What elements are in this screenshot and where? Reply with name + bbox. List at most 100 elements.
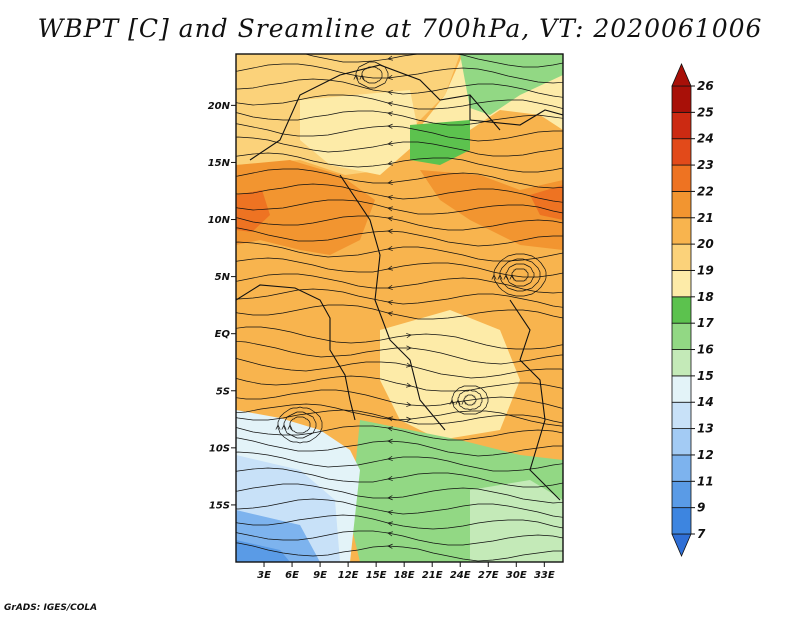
field-region-22-east — [420, 170, 563, 250]
streamline-arrow — [387, 475, 393, 481]
field-region-22-west — [236, 160, 375, 255]
streamline-arrow — [406, 333, 412, 339]
field-region-17-northeast — [460, 54, 563, 115]
field-region-19-north — [300, 90, 420, 175]
colorbar-swatch — [671, 191, 692, 219]
colorbar-swatch — [671, 217, 692, 245]
streamline-arrow — [275, 424, 281, 430]
streamline-arrow — [387, 179, 393, 185]
colorbar-swatch — [671, 85, 692, 113]
colorbar-swatch — [671, 375, 692, 403]
streamline-arrow — [387, 438, 393, 444]
colorbar-label: 26 — [697, 79, 714, 93]
colorbar-label: 25 — [697, 105, 714, 119]
colorbar-swatch — [671, 322, 692, 350]
colorbar-label: 12 — [697, 448, 714, 462]
streamline-arrow — [387, 531, 393, 537]
streamline-arrow — [287, 424, 293, 430]
border-east — [509, 299, 561, 501]
colorbar-label: 13 — [697, 422, 714, 436]
border-coastline-west — [236, 284, 356, 421]
streamline-arrow — [406, 345, 412, 351]
colorbar-label: 23 — [697, 158, 714, 172]
streamline-arrow — [509, 274, 515, 280]
streamline-arrow — [359, 74, 365, 80]
colorbar-label: 7 — [697, 527, 706, 541]
colorbar-swatch — [671, 507, 692, 535]
colorbar-swatch — [671, 164, 692, 192]
lon-tick-label: 12E — [338, 570, 359, 581]
streamline-arrow — [455, 399, 461, 405]
colorbar-swatch — [671, 454, 692, 482]
streamline-arrow — [387, 216, 393, 222]
colorbar-swatch — [671, 270, 692, 298]
streamline-arrow — [491, 274, 497, 280]
lon-tick-label: 33E — [534, 570, 555, 581]
lon-tick-label: 18E — [394, 570, 415, 581]
lon-tick-label: 15E — [366, 570, 387, 581]
latitude-axis: 20N 15N 10N 5N EQ 5S 10S 15S — [208, 101, 236, 511]
longitude-axis: 3E 6E 9E 12E 15E 18E 21E 24E 27E 30E 33E — [257, 562, 555, 581]
lat-tick-label: 15S — [209, 500, 230, 511]
colorbar-label: 21 — [697, 211, 714, 225]
lat-tick-label: 15N — [208, 158, 231, 169]
wbpt-shaded-field — [236, 54, 563, 562]
colorbar-swatch — [671, 349, 692, 377]
streamline-arrow — [497, 274, 503, 280]
lat-tick-label: 5S — [216, 386, 230, 397]
lat-tick-label: EQ — [215, 329, 231, 340]
streamline-arrow — [387, 510, 393, 516]
streamline-arrow — [406, 416, 412, 422]
streamline-arrow — [387, 111, 393, 117]
colorbar-swatch — [671, 243, 692, 271]
colorbar-label: 9 — [697, 501, 705, 515]
colorbar-label: 11 — [697, 474, 714, 488]
colorbar: 7 9 11 12 13 14 15 16 17 18 19 20 21 22 23 24 25 26 — [671, 62, 714, 558]
colorbar-swatch — [671, 480, 692, 509]
colorbar-label: 22 — [697, 184, 714, 198]
field-region-23-west — [236, 190, 270, 232]
streamline-arrow — [387, 195, 393, 201]
streamline-arrow — [387, 300, 393, 306]
colorbar-label: 14 — [697, 395, 714, 409]
lon-tick-label: 3E — [257, 570, 271, 581]
streamline-arrow — [387, 160, 393, 166]
streamline-arrow — [387, 543, 393, 549]
colorbar-label: 16 — [697, 343, 714, 357]
grads-credit: GrADS: IGES/COLA — [4, 603, 98, 613]
colorbar-label: 17 — [697, 316, 714, 330]
colorbar-swatch — [671, 296, 692, 324]
border-northern-countries — [249, 64, 501, 161]
colorbar-lower-arrow — [671, 533, 692, 558]
lon-tick-label: 21E — [422, 570, 443, 581]
streamline-arrow — [387, 521, 393, 527]
colorbar-swatch — [671, 138, 692, 166]
streamline-arrow — [387, 90, 393, 96]
border-nile-region — [469, 95, 563, 126]
streamline-arrow — [387, 206, 393, 212]
streamline-arrow — [387, 455, 393, 461]
colorbar-swatch — [671, 428, 692, 456]
streamline-arrow — [387, 74, 393, 80]
lon-tick-label: 27E — [478, 570, 499, 581]
streamline-arrow — [387, 495, 393, 501]
streamline-arrow — [387, 284, 393, 290]
map-frame — [235, 53, 564, 563]
colorbar-swatch — [671, 401, 692, 429]
streamline-arrow — [353, 74, 359, 80]
colorbar-swatch — [671, 111, 692, 140]
lat-tick-label: 5N — [215, 272, 231, 283]
lon-tick-label: 24E — [450, 570, 471, 581]
streamline-arrow — [281, 424, 287, 430]
streamline-arrow — [387, 265, 393, 271]
streamline-arrow — [406, 401, 412, 407]
streamline-arrow — [387, 101, 393, 107]
colorbar-label: 15 — [697, 369, 714, 383]
streamline-arrow — [387, 123, 393, 129]
streamline-arrow — [503, 274, 509, 280]
streamline-arrow — [387, 426, 393, 432]
streamline-arrow — [387, 55, 393, 61]
colorbar-label: 19 — [697, 263, 714, 277]
lat-tick-label: 10N — [208, 215, 231, 226]
